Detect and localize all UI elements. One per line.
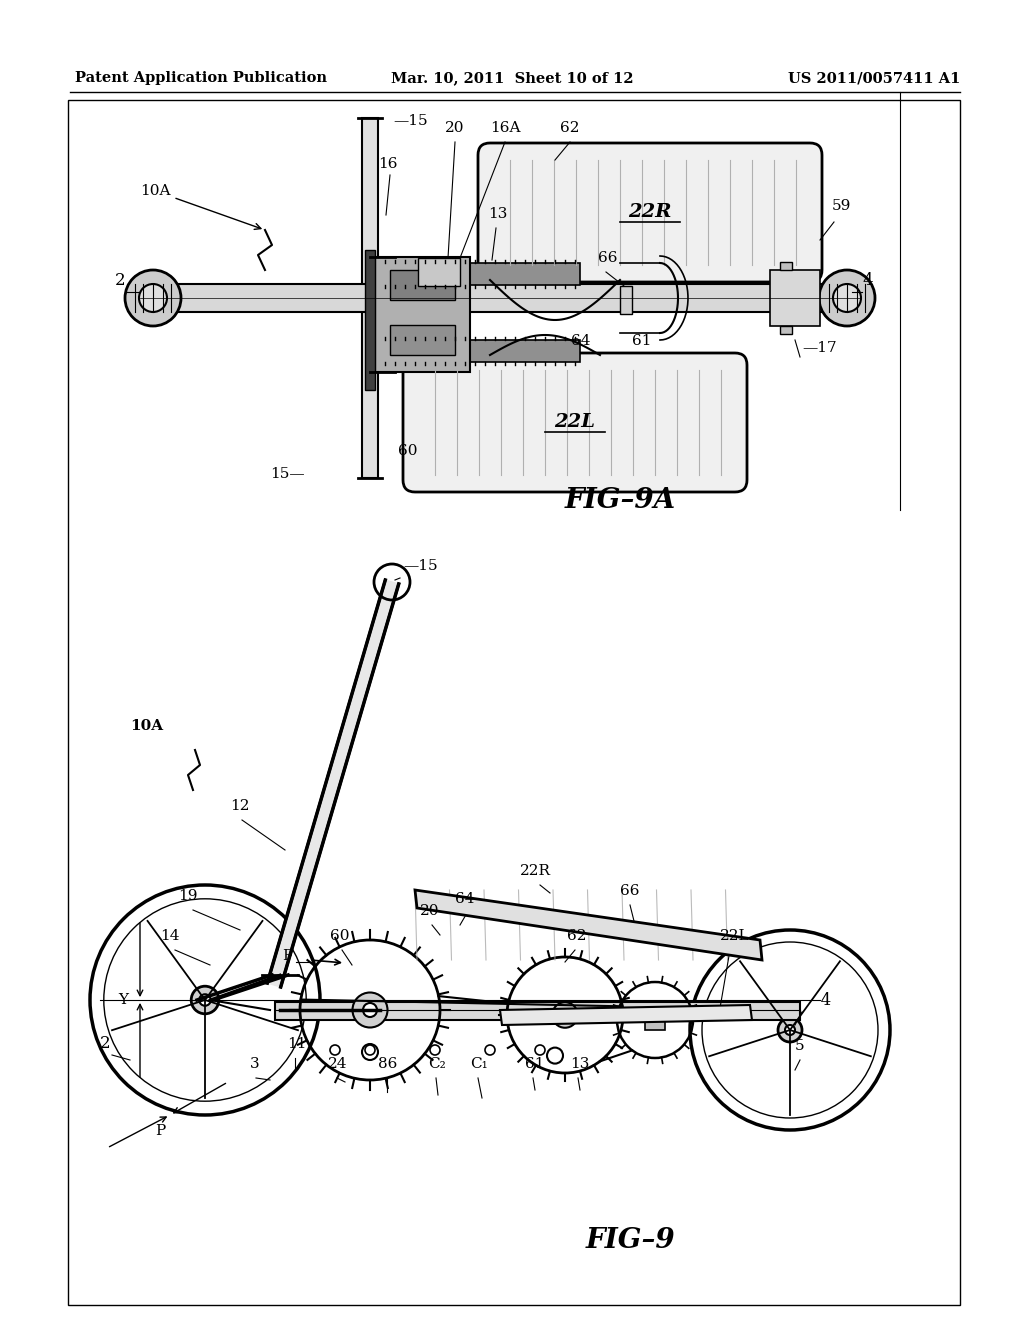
Text: 66: 66 [598, 251, 617, 265]
Text: 64: 64 [571, 334, 591, 348]
Text: 13: 13 [570, 1057, 590, 1071]
Circle shape [365, 1045, 375, 1055]
Text: 14: 14 [160, 929, 179, 942]
Text: 62: 62 [560, 121, 580, 135]
Bar [275, 1002, 800, 1020]
Text: 4: 4 [862, 272, 872, 289]
Text: 60: 60 [330, 929, 349, 942]
Circle shape [833, 284, 861, 312]
Text: 22L: 22L [555, 413, 596, 432]
Text: US 2011/0057411 A1: US 2011/0057411 A1 [787, 71, 961, 84]
Text: 19: 19 [178, 888, 198, 903]
Polygon shape [500, 1005, 752, 1026]
Text: 10A: 10A [140, 183, 261, 230]
Bar [362, 117, 378, 478]
Bar [770, 271, 820, 326]
Text: FIG–9: FIG–9 [585, 1226, 675, 1254]
Circle shape [535, 1045, 545, 1055]
Bar [780, 326, 792, 334]
Text: 22R: 22R [520, 865, 551, 878]
Text: C₁: C₁ [470, 1057, 487, 1071]
Text: 20: 20 [420, 904, 439, 917]
Text: 22L: 22L [720, 929, 750, 942]
Text: 24: 24 [328, 1057, 347, 1071]
Circle shape [330, 1045, 340, 1055]
Text: 12: 12 [230, 799, 250, 813]
Bar [375, 257, 470, 372]
Text: 22R: 22R [629, 203, 672, 220]
Text: 60: 60 [398, 444, 418, 458]
Circle shape [362, 1003, 377, 1016]
Bar [780, 261, 792, 271]
Polygon shape [415, 890, 762, 960]
Text: FIG–9A: FIG–9A [564, 487, 676, 513]
Bar [620, 286, 632, 314]
Circle shape [785, 1026, 795, 1035]
Bar [365, 249, 375, 389]
Text: 10A: 10A [130, 719, 163, 733]
Text: 59: 59 [831, 199, 851, 213]
Text: 5: 5 [795, 1039, 805, 1053]
Text: 64: 64 [455, 892, 474, 906]
Text: Y: Y [118, 993, 128, 1007]
Text: 66: 66 [620, 884, 640, 898]
FancyBboxPatch shape [478, 143, 822, 282]
Text: F: F [282, 949, 293, 964]
Text: 16: 16 [378, 157, 397, 172]
Text: 13: 13 [488, 207, 507, 220]
Text: 86: 86 [378, 1057, 397, 1071]
Text: Patent Application Publication: Patent Application Publication [75, 71, 327, 84]
Bar [390, 271, 455, 300]
Text: 2: 2 [100, 1035, 111, 1052]
Text: 15—: 15— [270, 467, 305, 480]
Circle shape [191, 986, 219, 1014]
Bar [418, 257, 460, 286]
Circle shape [362, 1044, 378, 1060]
Text: Mar. 10, 2011  Sheet 10 of 12: Mar. 10, 2011 Sheet 10 of 12 [391, 71, 633, 84]
Polygon shape [267, 579, 398, 987]
Circle shape [430, 1045, 440, 1055]
Text: 20: 20 [445, 121, 465, 135]
Text: —15: —15 [403, 558, 437, 573]
FancyBboxPatch shape [403, 352, 746, 492]
Circle shape [200, 994, 211, 1006]
Circle shape [552, 1002, 578, 1028]
Text: —17: —17 [802, 341, 837, 355]
Text: 62: 62 [567, 929, 587, 942]
Bar [130, 284, 870, 312]
Text: —15: —15 [393, 114, 428, 128]
Circle shape [125, 271, 181, 326]
Text: 2: 2 [115, 272, 126, 289]
Circle shape [547, 1048, 563, 1064]
Bar [68, 100, 961, 1305]
Text: P: P [155, 1125, 165, 1138]
Circle shape [778, 1018, 802, 1041]
Text: C₂: C₂ [428, 1057, 445, 1071]
Text: 61: 61 [525, 1057, 545, 1071]
Bar [380, 341, 580, 362]
Circle shape [352, 993, 387, 1027]
Bar [390, 325, 455, 355]
Text: 3: 3 [250, 1057, 260, 1071]
Text: 61: 61 [632, 334, 651, 348]
Text: 11: 11 [287, 1038, 306, 1051]
Circle shape [139, 284, 167, 312]
Circle shape [485, 1045, 495, 1055]
Text: —4: —4 [804, 993, 831, 1008]
Circle shape [819, 271, 874, 326]
Text: 16A: 16A [490, 121, 520, 135]
Bar [645, 1010, 665, 1030]
Circle shape [560, 1010, 570, 1020]
Bar [380, 263, 580, 285]
